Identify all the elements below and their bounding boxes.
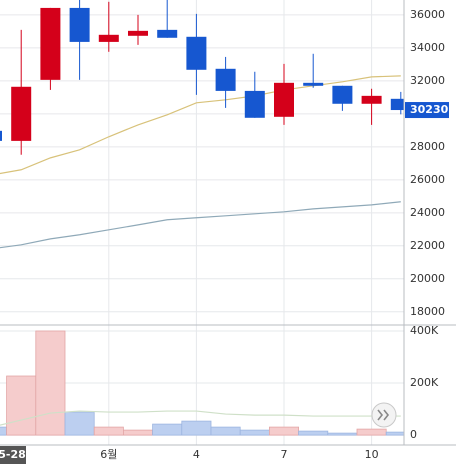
volume-bar (0, 426, 8, 436)
volume-bar (6, 375, 37, 436)
volume-bar (298, 430, 329, 436)
y-tick-label: 22000 (410, 239, 445, 252)
x-tick-label: 5-28 (0, 448, 26, 461)
x-tick-label: 6월 (100, 448, 117, 461)
plot-area (0, 0, 404, 445)
volume-bar (181, 420, 212, 436)
candle-body (303, 82, 324, 86)
candle-body (11, 86, 32, 141)
volume-bar (356, 428, 387, 436)
candle-body (361, 95, 382, 104)
volume-bar (385, 431, 404, 436)
more-button-icon[interactable] (377, 409, 390, 421)
x-label-highlight (0, 446, 26, 464)
x-tick-label: 10 (365, 448, 379, 461)
candle-body (332, 85, 353, 104)
y-tick-label: 32000 (410, 74, 445, 87)
more-button[interactable] (371, 402, 397, 428)
volume-bar (239, 429, 270, 436)
y-tick-label: 18000 (410, 305, 445, 318)
y-tick-label: 26000 (410, 173, 445, 186)
volume-bar (64, 411, 95, 436)
volume-bar (268, 426, 299, 436)
current-price-box (405, 102, 449, 119)
y-tick-label: 0 (410, 428, 417, 441)
candle-body (128, 30, 148, 36)
volume-bar (35, 330, 66, 436)
volume-bar (152, 423, 183, 436)
candle-body (98, 34, 119, 42)
volume-bar (210, 426, 241, 436)
candle-body (0, 130, 2, 141)
x-tick-label: 7 (281, 448, 288, 461)
candle-body (186, 36, 207, 70)
volume-bar (123, 429, 154, 436)
current-price-label: 30230 (410, 103, 449, 116)
more-button-circle[interactable] (371, 402, 397, 428)
y-tick-label: 24000 (410, 206, 445, 219)
ma-line (0, 201, 401, 249)
ma-line (0, 75, 401, 175)
candle-body (40, 7, 61, 80)
y-tick-label: 28000 (410, 140, 445, 153)
y-tick-label: 400K (410, 324, 439, 337)
y-tick-label: 20000 (410, 272, 445, 285)
y-tick-label: 200K (410, 376, 439, 389)
candle-body (157, 29, 178, 38)
y-tick-label: 34000 (410, 41, 445, 54)
candle-body (69, 7, 90, 42)
candle-body (244, 90, 265, 118)
volume-bar (327, 432, 358, 436)
volume-bar (93, 426, 124, 436)
y-tick-label: 36000 (410, 8, 445, 21)
candle-body (215, 68, 236, 91)
volume-ma-line (0, 410, 401, 426)
candle-body (274, 82, 294, 117)
candle-body (390, 98, 404, 111)
x-tick-label: 4 (193, 448, 200, 461)
